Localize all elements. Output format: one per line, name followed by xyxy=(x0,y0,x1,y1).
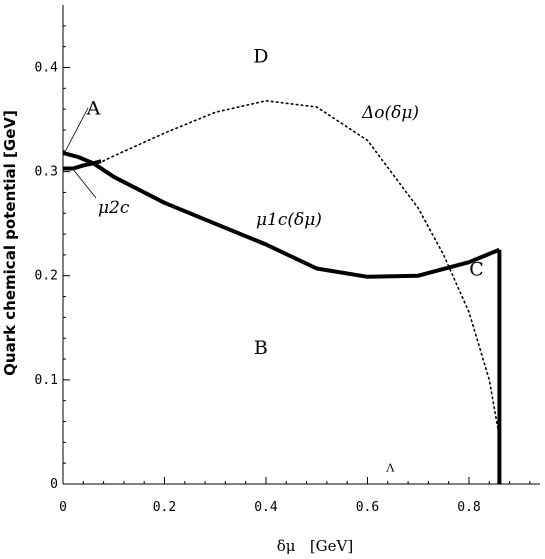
a-pointer-line xyxy=(65,107,89,151)
y-tick-label: 0.2 xyxy=(35,269,58,284)
y-tick-label: 0.4 xyxy=(35,60,59,75)
ticks: 0 0.1 0.2 0.3 0.4 0 0.2 0.4 0.6 0.8 xyxy=(35,25,531,515)
region-label-c: C xyxy=(469,259,484,281)
x-axis-title: δμ [GeV] xyxy=(277,537,353,555)
y-tick-label: 0.3 xyxy=(35,165,58,180)
region-label-a: A xyxy=(86,97,101,119)
mu2c-curve-label: μ2c xyxy=(98,198,130,218)
delta-o-curve-label: Δo(δμ) xyxy=(361,103,419,123)
series--o--line xyxy=(97,100,501,438)
x-tick-label: 0.6 xyxy=(356,500,379,515)
y-tick-label: 0 xyxy=(50,477,58,492)
x-tick-label: 0.8 xyxy=(457,500,480,515)
x-tick-label: 0.4 xyxy=(254,500,278,515)
mu2c-pointer-line xyxy=(71,167,97,199)
axes xyxy=(62,5,540,485)
curves xyxy=(62,100,502,484)
x-tick-label: 0 xyxy=(59,500,67,515)
region-label-lambda: Λ xyxy=(385,462,395,475)
region-label-d: D xyxy=(253,45,268,67)
mu1c-curve-label: μ1c(δμ) xyxy=(256,210,322,230)
y-axis-title: Quark chemical potential [GeV] xyxy=(1,110,19,376)
series--2c-line xyxy=(63,159,102,171)
y-tick-label: 0.1 xyxy=(35,373,58,388)
x-tick-label: 0.2 xyxy=(153,500,176,515)
annotations: A B C D Λ xyxy=(86,45,484,474)
region-label-b: B xyxy=(254,337,268,359)
